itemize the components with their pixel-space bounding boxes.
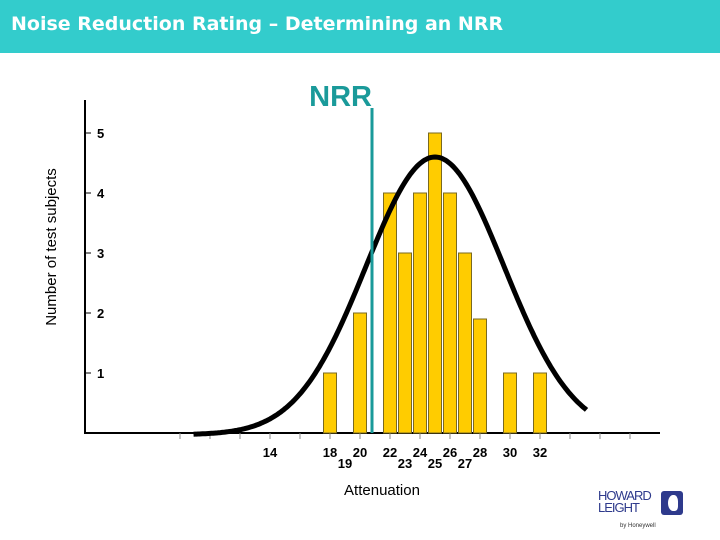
y-tick-label: 2 (97, 306, 104, 321)
slide-title: Noise Reduction Rating – Determining an … (11, 13, 504, 35)
howard-leight-logo: HOWARD LEIGHT by Honeywell (598, 488, 688, 534)
bar-30 (503, 372, 517, 434)
logo-line1: HOWARD (598, 488, 652, 503)
bar-27 (458, 252, 472, 434)
x-tick-label: 27 (458, 456, 472, 471)
bar-26 (443, 192, 457, 434)
logo-line2: LEIGHT (598, 500, 640, 515)
x-tick-label: 30 (503, 445, 517, 460)
bar-28 (473, 318, 487, 434)
x-tick-label: 14 (263, 445, 278, 460)
y-axis-label: Number of test subjects (43, 168, 60, 326)
x-tick-label: 22 (383, 445, 397, 460)
x-tick-label: 24 (413, 445, 428, 460)
slide-header: Noise Reduction Rating – Determining an … (0, 0, 720, 53)
y-tick-label: 5 (97, 126, 104, 141)
y-tick-label: 4 (97, 186, 105, 201)
x-tick-label: 28 (473, 445, 487, 460)
bar-22 (383, 192, 397, 434)
x-axis-label: Attenuation (344, 482, 420, 499)
x-tick-label: 32 (533, 445, 547, 460)
x-tick-label: 26 (443, 445, 457, 460)
face-logo-icon (661, 491, 683, 515)
bar-23 (398, 252, 412, 434)
bar-24 (413, 192, 427, 434)
x-tick-label: 20 (353, 445, 367, 460)
bar-20 (353, 312, 367, 434)
x-tick-label: 19 (338, 456, 352, 471)
y-tick-label: 3 (97, 246, 104, 261)
y-tick-label: 1 (97, 366, 104, 381)
bar-25 (428, 132, 442, 434)
x-tick-label: 18 (323, 445, 337, 460)
nrr-label: NRR (309, 81, 372, 113)
normal-curve (193, 154, 589, 437)
x-tick-label: 25 (428, 456, 442, 471)
x-tick-label: 23 (398, 456, 412, 471)
bar-18 (323, 372, 337, 434)
bar-32 (533, 372, 547, 434)
logo-sub: by Honeywell (620, 523, 656, 529)
